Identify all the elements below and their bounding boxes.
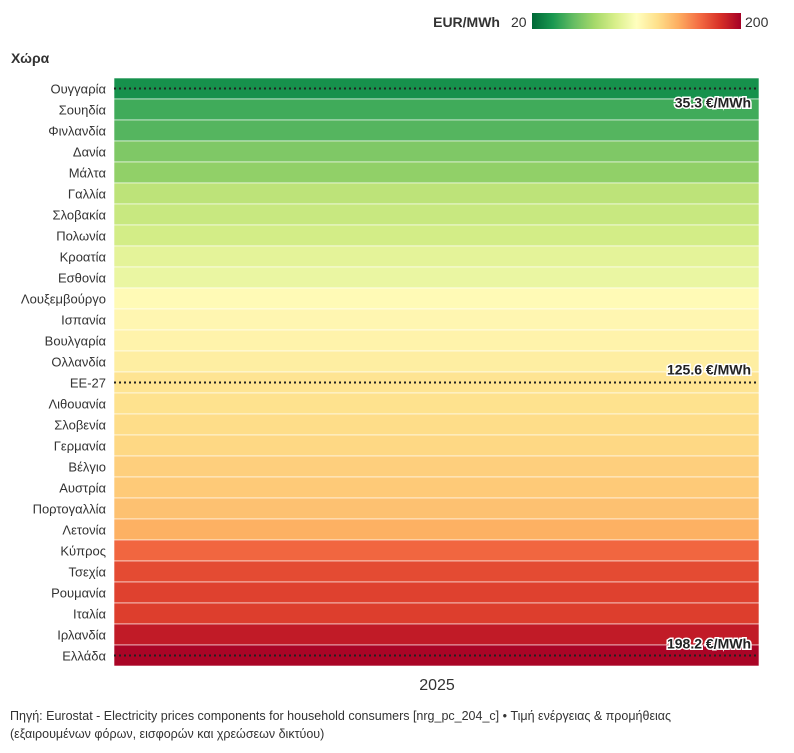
- heatmap-cell: [113, 224, 760, 247]
- row-label: Σλοβακία: [53, 208, 107, 223]
- row-label: Γερμανία: [54, 439, 107, 454]
- annotation-label: 35.3 €/MWh: [675, 95, 751, 111]
- source-line-2: (εξαιρουμένων φόρων, εισφορών και χρεώσε…: [10, 727, 325, 741]
- source-line-1: Πηγή: Eurostat - Electricity prices comp…: [10, 709, 672, 723]
- heatmap-cell: [113, 245, 760, 268]
- row-label: Σουηδία: [59, 103, 107, 118]
- row-label: Ουγγαρία: [50, 82, 106, 97]
- heatmap-cell: [113, 392, 760, 415]
- row-labels: Ουγγαρία Σουηδία Φινλανδία Δανία Μάλτα Γαλλία…: [21, 82, 107, 664]
- row-label: Εσθονία: [58, 271, 107, 286]
- colorbar-max-label: 200: [745, 14, 769, 30]
- heatmap-cell: [113, 413, 760, 436]
- source-note: Πηγή: Eurostat - Electricity prices comp…: [10, 707, 780, 743]
- row-label: Μάλτα: [69, 166, 107, 181]
- annotation-label: 198.2 €/MWh: [667, 636, 751, 652]
- heatmap-cell: [113, 539, 760, 562]
- heatmap-cell: [113, 476, 760, 499]
- heatmap-cell: [113, 140, 760, 163]
- row-label: Πορτογαλλία: [33, 502, 107, 517]
- row-label: Αυστρία: [59, 481, 106, 496]
- row-label: Τσεχία: [68, 565, 106, 580]
- heatmap-cell: [113, 350, 760, 373]
- heatmap-cell: [113, 560, 760, 583]
- row-label: Δανία: [73, 145, 107, 160]
- row-label: Ολλανδία: [51, 355, 106, 370]
- heatmap-cell: [113, 182, 760, 205]
- row-label: Κροατία: [60, 250, 107, 265]
- row-label: Φινλανδία: [48, 124, 106, 139]
- heatmap-cell: [113, 287, 760, 310]
- row-axis-title: Χώρα: [11, 50, 50, 66]
- heatmap-cell: [113, 203, 760, 226]
- row-label: Ιταλία: [73, 607, 106, 622]
- heatmap-cell: [113, 581, 760, 604]
- heatmap-cell: [113, 266, 760, 289]
- heatmap-cell: [113, 623, 760, 646]
- annotation-label: 125.6 €/MWh: [667, 362, 751, 378]
- row-label: ΕΕ-27: [70, 376, 106, 391]
- heatmap-cell: [113, 119, 760, 142]
- heatmap-cell: [113, 497, 760, 520]
- column-label: 2025: [419, 677, 455, 694]
- heatmap-cell: [113, 98, 760, 121]
- heatmap-cell: [113, 455, 760, 478]
- row-label: Λουξεμβούργο: [21, 292, 106, 307]
- heatmap-chart: EUR/MWh 20 200 Χώρα Ουγγαρία Σουηδία Φινλα…: [11, 13, 769, 694]
- row-label: Λιθουανία: [48, 397, 106, 412]
- colorbar: EUR/MWh 20 200: [433, 13, 769, 30]
- row-label: Κύπρος: [60, 544, 106, 559]
- heatmap-cells: [113, 77, 760, 667]
- heatmap-cell: [113, 329, 760, 352]
- row-label: Ρουμανία: [51, 586, 106, 601]
- row-label: Σλοβενία: [54, 418, 106, 433]
- colorbar-min-label: 20: [511, 14, 527, 30]
- row-label: Πολωνία: [56, 229, 106, 244]
- annotations: 35.3 €/MWh 125.6 €/MWh 198.2 €/MWh: [114, 87, 759, 657]
- heatmap-cell: [113, 161, 760, 184]
- row-label: Ελλάδα: [62, 649, 106, 664]
- row-label: Βουλγαρία: [45, 334, 107, 349]
- colorbar-gradient: [532, 13, 741, 29]
- row-label: Ιρλανδία: [57, 628, 106, 643]
- row-label: Γαλλία: [68, 187, 107, 202]
- heatmap-cell: [113, 434, 760, 457]
- row-label: Λετονία: [62, 523, 106, 538]
- heatmap-cell: [113, 518, 760, 541]
- row-label: Ισπανία: [61, 313, 106, 328]
- colorbar-label: EUR/MWh: [433, 14, 500, 30]
- heatmap-cell: [113, 308, 760, 331]
- row-label: Βέλγιο: [68, 460, 106, 475]
- heatmap-cell: [113, 602, 760, 625]
